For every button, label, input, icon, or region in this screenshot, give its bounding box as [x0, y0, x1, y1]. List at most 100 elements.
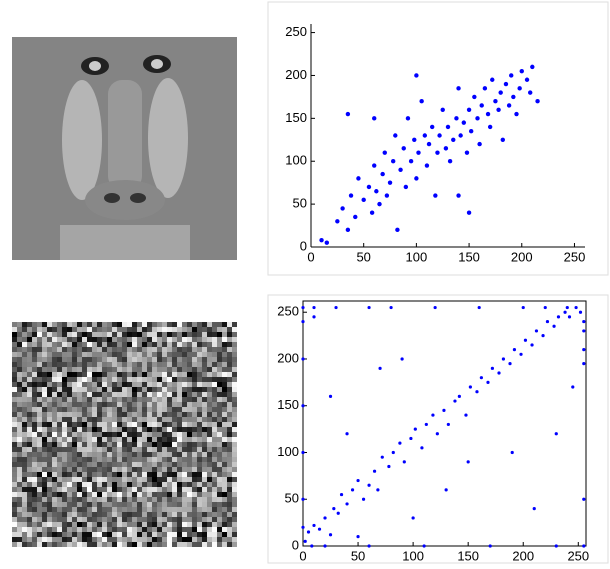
noise-cell: [67, 542, 72, 547]
noise-cell: [167, 487, 172, 492]
noise-cell: [82, 452, 87, 457]
point: [367, 544, 371, 548]
noise-cell: [12, 467, 17, 472]
point: [464, 413, 468, 417]
noise-cell: [82, 512, 87, 517]
point: [335, 219, 340, 224]
noise-cell: [57, 462, 62, 467]
noise-cell: [147, 442, 152, 447]
noise-cell: [22, 427, 27, 432]
noise-cell: [202, 532, 207, 537]
noise-cell: [137, 392, 142, 397]
noise-cell: [147, 447, 152, 452]
noise-cell: [92, 322, 97, 327]
noise-cell: [132, 327, 137, 332]
noise-cell: [192, 387, 197, 392]
noise-cell: [32, 522, 37, 527]
noise-cell: [27, 392, 32, 397]
noise-cell: [12, 492, 17, 497]
point: [571, 385, 575, 389]
noise-cell: [117, 342, 122, 347]
noise-cell: [132, 492, 137, 497]
noise-cell: [102, 382, 107, 387]
noise-cell: [52, 407, 57, 412]
noise-cell: [117, 362, 122, 367]
noise-cell: [47, 467, 52, 472]
noise-cell: [177, 367, 182, 372]
noise-cell: [42, 327, 47, 332]
noise-cell: [167, 492, 172, 497]
noise-cell: [147, 527, 152, 532]
noise-cell: [162, 477, 167, 482]
noise-cell: [152, 377, 157, 382]
noise-cell: [147, 512, 152, 517]
noise-cell: [167, 437, 172, 442]
noise-cell: [217, 392, 222, 397]
noise-cell: [47, 517, 52, 522]
noise-cell: [172, 507, 177, 512]
noise-cell: [82, 517, 87, 522]
noise-cell: [27, 492, 32, 497]
noise-cell: [112, 347, 117, 352]
noise-cell: [132, 387, 137, 392]
noise-cell: [202, 457, 207, 462]
noise-cell: [72, 392, 77, 397]
noise-cell: [22, 507, 27, 512]
noise-cell: [47, 337, 52, 342]
point: [503, 81, 509, 87]
noise-cell: [62, 447, 67, 452]
noise-cell: [212, 482, 217, 487]
noise-cell: [112, 427, 117, 432]
noise-cell: [202, 367, 207, 372]
point: [554, 544, 558, 548]
noise-cell: [72, 382, 77, 387]
noise-cell: [192, 482, 197, 487]
noise-cell: [177, 532, 182, 537]
noise-cell: [187, 377, 192, 382]
noise-cell: [137, 472, 142, 477]
noise-cell: [192, 347, 197, 352]
noise-cell: [27, 482, 32, 487]
noise-cell: [47, 382, 52, 387]
noise-cell: [222, 342, 227, 347]
x-tick-label: 150: [458, 249, 480, 264]
noise-cell: [227, 422, 232, 427]
noise-cell: [207, 342, 212, 347]
noise-cell: [227, 417, 232, 422]
noise-cell: [22, 417, 27, 422]
noise-cell: [102, 472, 107, 477]
noise-cell: [117, 332, 122, 337]
noise-cell: [77, 477, 82, 482]
noise-cell: [92, 402, 97, 407]
point: [506, 103, 512, 108]
noise-cell: [42, 472, 47, 477]
noise-cell: [212, 342, 217, 347]
noise-cell: [222, 422, 227, 427]
noise-cell: [102, 437, 107, 442]
noise-cell: [202, 417, 207, 422]
noise-cell: [37, 457, 42, 462]
noise-cell: [47, 477, 52, 482]
noise-cell: [72, 482, 77, 487]
noise-cell: [117, 322, 122, 327]
noise-cell: [132, 407, 137, 412]
noise-cell: [212, 457, 217, 462]
noise-cell: [12, 497, 17, 502]
noise-cell: [67, 417, 72, 422]
noise-cell: [147, 482, 152, 487]
noise-cell: [152, 342, 157, 347]
noise-cell: [122, 452, 127, 457]
noise-cell: [192, 377, 197, 382]
noise-cell: [222, 542, 227, 547]
noise-cell: [102, 542, 107, 547]
point: [496, 107, 501, 112]
noise-cell: [177, 362, 182, 367]
noise-cell: [212, 417, 217, 422]
noise-cell: [72, 532, 77, 537]
noise-cell: [132, 457, 137, 462]
noise-cell: [97, 467, 102, 472]
noise-cell: [102, 447, 107, 452]
noise-cell: [187, 497, 192, 502]
noise-cell: [72, 442, 77, 447]
point: [345, 502, 349, 506]
